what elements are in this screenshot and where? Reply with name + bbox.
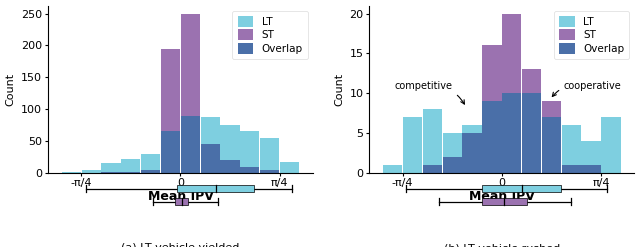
Bar [502, 93, 522, 173]
Bar [200, 144, 220, 173]
Bar [601, 117, 621, 173]
Bar [383, 165, 403, 173]
Bar [161, 131, 180, 173]
Bar [260, 170, 279, 173]
Bar [141, 154, 160, 173]
Bar [463, 125, 482, 173]
Bar [581, 165, 601, 173]
Bar [483, 101, 502, 173]
Bar [240, 131, 259, 173]
Bar [423, 109, 442, 173]
Bar [180, 14, 200, 173]
Bar [423, 165, 442, 173]
Bar [483, 45, 502, 173]
Bar [481, 198, 527, 205]
Bar [240, 166, 259, 173]
Bar [260, 170, 279, 173]
Bar [260, 138, 279, 173]
Text: (a) LT vehicle yielded: (a) LT vehicle yielded [121, 243, 239, 247]
Bar [463, 133, 482, 173]
Bar [200, 144, 220, 173]
Bar [101, 172, 120, 173]
Bar [180, 116, 200, 173]
Bar [200, 117, 220, 173]
Bar [561, 165, 581, 173]
Y-axis label: Count: Count [334, 73, 344, 106]
Bar [121, 172, 140, 173]
Bar [141, 170, 160, 173]
Bar [483, 101, 502, 173]
Bar [280, 162, 299, 173]
Bar [522, 93, 541, 173]
Bar [121, 159, 140, 173]
Bar [443, 157, 462, 173]
Bar [561, 125, 581, 173]
Bar [522, 69, 541, 173]
Bar [220, 125, 239, 173]
Bar [581, 165, 601, 173]
Bar [542, 117, 561, 173]
Legend: LT, ST, Overlap: LT, ST, Overlap [554, 11, 629, 59]
Bar [101, 163, 120, 173]
Bar [463, 133, 482, 173]
Bar [141, 170, 160, 173]
Text: cooperative: cooperative [552, 81, 621, 97]
Bar [502, 14, 522, 173]
X-axis label: Mean IPV: Mean IPV [147, 190, 213, 203]
Bar [403, 117, 422, 173]
Bar [522, 93, 541, 173]
Bar [121, 172, 140, 173]
Bar [502, 93, 522, 173]
Bar [443, 157, 462, 173]
Legend: LT, ST, Overlap: LT, ST, Overlap [232, 11, 308, 59]
Bar [542, 101, 561, 173]
Bar [561, 165, 581, 173]
Bar [175, 198, 188, 205]
Text: competitive: competitive [394, 81, 465, 104]
Bar [443, 133, 462, 173]
Bar [581, 141, 601, 173]
Bar [542, 117, 561, 173]
Bar [220, 160, 239, 173]
Bar [101, 172, 120, 173]
Text: (b) LT vehicle rushed: (b) LT vehicle rushed [444, 243, 560, 247]
Bar [423, 165, 442, 173]
Bar [81, 170, 101, 173]
Bar [180, 116, 200, 173]
Bar [61, 172, 81, 173]
Bar [161, 131, 180, 173]
Bar [240, 166, 259, 173]
Bar [161, 49, 180, 173]
Bar [220, 160, 239, 173]
Bar [481, 185, 561, 192]
Bar [177, 185, 253, 192]
Y-axis label: Count: Count [6, 73, 15, 106]
X-axis label: Mean IPV: Mean IPV [469, 190, 535, 203]
